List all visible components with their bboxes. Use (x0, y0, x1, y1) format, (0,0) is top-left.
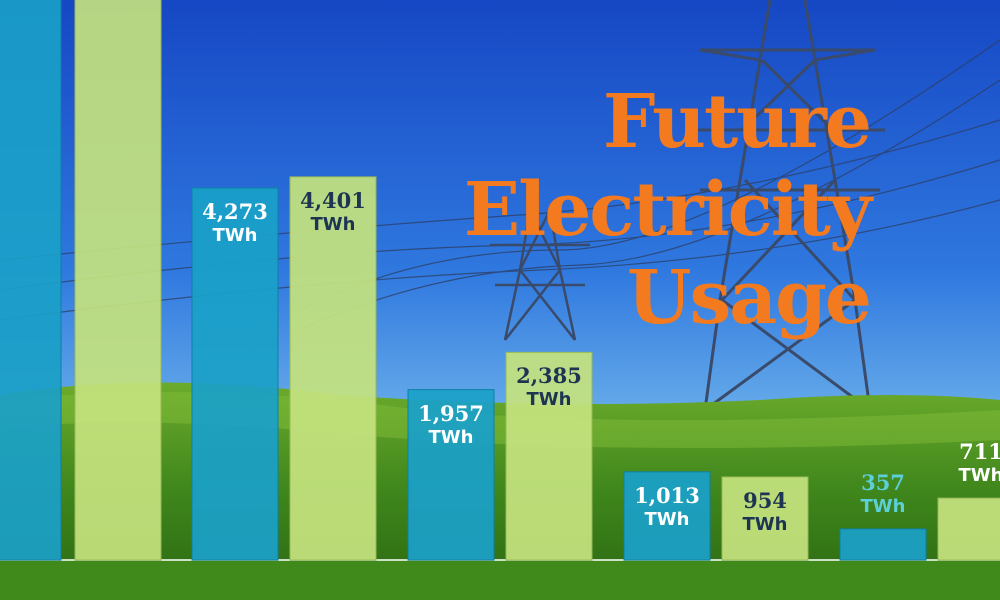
bar-value-4: 1,013 (634, 482, 700, 508)
bar-value-6: 357 (861, 469, 905, 495)
bar-label-0: 4,273 TWh (175, 200, 295, 248)
bar-cropped-blue (0, 0, 62, 561)
bar-unit-3: TWh (526, 389, 572, 411)
bars-group (0, 0, 1000, 561)
bar-label-3: 2,385 TWh (489, 364, 609, 412)
bar-unit-5: TWh (742, 513, 788, 535)
bar-label-2: 1,957 TWh (391, 400, 511, 450)
chart-title-line-3: Usage (627, 255, 872, 341)
bar-4 (623, 471, 711, 561)
bar-3 (505, 351, 593, 561)
bar-label-7: 711 TWh (921, 440, 1000, 488)
bar-value-3: 2,385 (516, 363, 582, 389)
bar-label-6: 357 TWh (823, 469, 943, 519)
pylon-small (490, 209, 590, 341)
bar-6 (839, 528, 927, 561)
bar-unit-0: TWh (212, 225, 258, 246)
bar-cropped-green (74, 0, 162, 561)
bar-unit-6: TWh (860, 495, 906, 517)
bar-0 (191, 187, 279, 561)
pylon-large (690, 0, 885, 412)
bar-unit-4: TWh (644, 508, 690, 530)
bar-1 (289, 176, 377, 561)
bar-7 (937, 497, 1000, 561)
bar-value-7: 711 (959, 439, 1000, 465)
field-foreground (0, 560, 1000, 600)
bar-label-1: 4,401 TWh (273, 187, 393, 237)
bar-label-5: 954 TWh (705, 487, 825, 537)
bar-5 (721, 476, 809, 561)
bar-2 (407, 389, 495, 561)
bar-unit-1: TWh (310, 213, 356, 235)
bar-value-5: 954 (743, 487, 787, 513)
bar-unit-2: TWh (428, 426, 474, 448)
bar-value-0: 4,273 (202, 199, 268, 224)
bar-unit-7: TWh (958, 465, 1000, 487)
bar-value-2: 1,957 (418, 400, 484, 426)
chart-title-line-2: Electricity (463, 167, 872, 253)
bar-label-4: 1,013 TWh (607, 482, 727, 532)
bar-value-1: 4,401 (300, 187, 366, 213)
chart-title-line-1: Future (602, 79, 872, 165)
